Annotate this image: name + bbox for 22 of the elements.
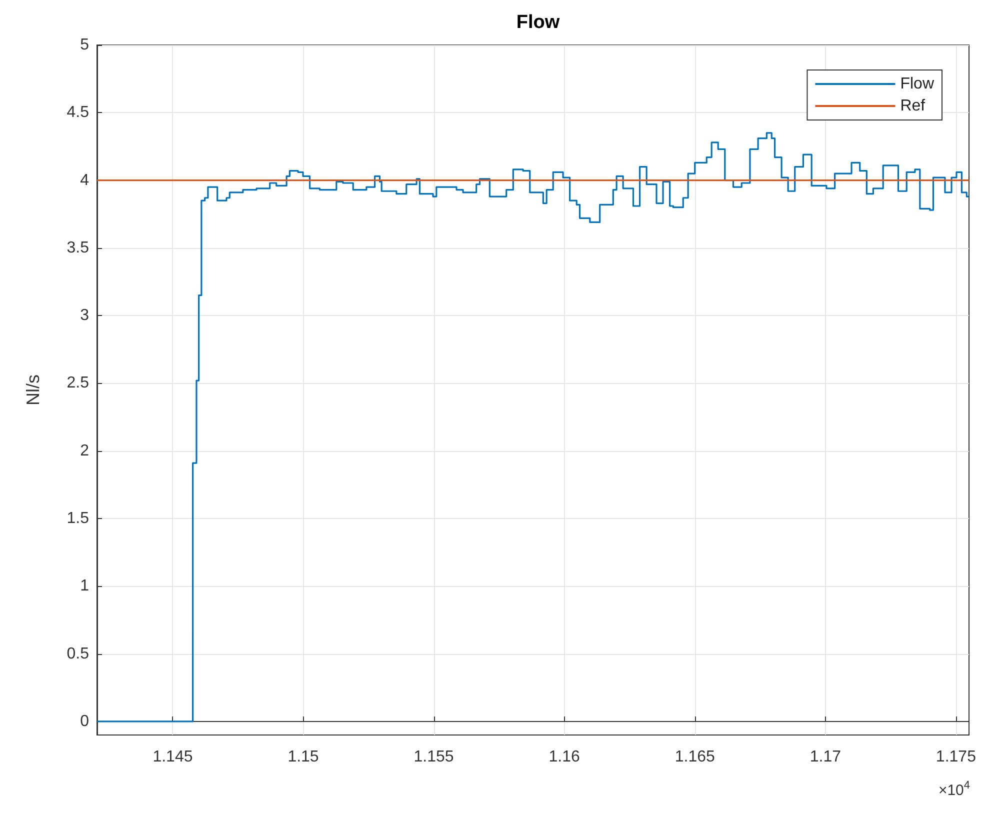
y-tick-label: 3.5 [66, 239, 90, 256]
y-tick-label: 2.5 [66, 374, 90, 392]
x-tick-label: 1.175 [936, 748, 976, 766]
y-tick-label: 5 [80, 36, 90, 54]
y-tick-label: 3 [80, 307, 90, 324]
x-tick-label: 1.165 [674, 748, 715, 766]
x-tick-label: 1.15 [288, 748, 319, 766]
legend-label: Ref [900, 98, 926, 114]
y-tick-label: 2 [80, 442, 90, 460]
y-tick-label: 1.5 [66, 510, 90, 528]
y-tick-label: 0.5 [66, 645, 90, 662]
y-axis-title: Nl/s [23, 374, 43, 406]
legend-label: Flow [900, 76, 934, 92]
x-tick-label: 1.16 [548, 748, 580, 766]
y-tick-label: 0 [80, 712, 90, 730]
y-tick-label: 4.5 [66, 104, 90, 122]
y-tick-label: 1 [80, 578, 90, 595]
chart-title: Flow [516, 12, 560, 33]
x-tick-label: 1.17 [810, 748, 842, 766]
x-tick-label: 1.155 [414, 748, 454, 766]
y-tick-label: 4 [80, 172, 90, 189]
x-tick-label: 1.145 [152, 748, 193, 766]
